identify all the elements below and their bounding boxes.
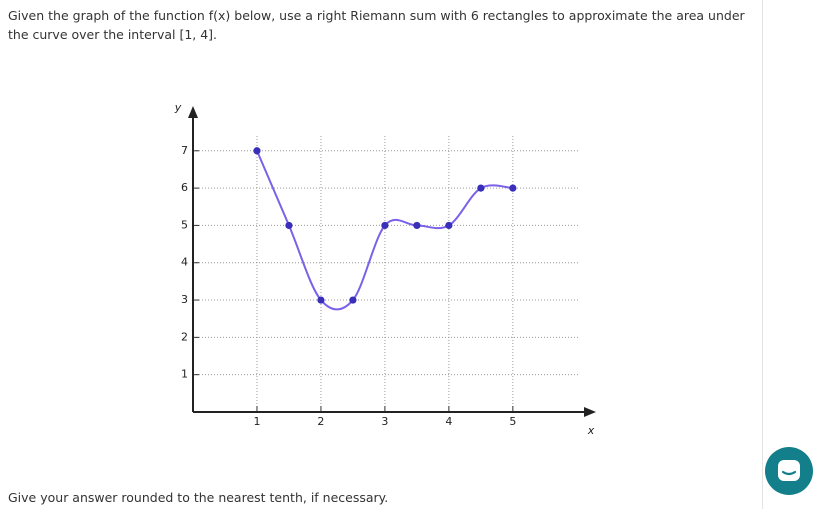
y-tick-label: 1 — [181, 368, 188, 381]
x-axis-label: x — [587, 424, 595, 437]
y-tick-label: 3 — [181, 293, 188, 306]
y-axis-label: y — [174, 101, 182, 114]
x-axis-arrow — [584, 407, 596, 417]
point — [381, 221, 389, 230]
point — [509, 184, 517, 192]
point — [285, 221, 293, 230]
y-axis-arrow — [188, 106, 198, 118]
chat-button[interactable] — [765, 447, 815, 497]
point — [349, 296, 357, 304]
curve — [256, 150, 513, 311]
chat-icon-smile — [781, 470, 797, 476]
instructions: Give your answer rounded to the nearest … — [8, 490, 389, 505]
point — [413, 221, 421, 230]
x-tick-label: 1 — [253, 415, 260, 428]
point — [477, 184, 485, 192]
point — [253, 147, 261, 155]
chart: 1 2 3 4 5 6 7 1 2 3 4 5 x y — [174, 101, 596, 437]
x-tick-label: 4 — [445, 415, 452, 428]
x-tick-label: 5 — [509, 415, 516, 428]
question-panel: Given the graph of the function f(x) bel… — [8, 0, 763, 509]
y-tick-label: 6 — [181, 181, 188, 194]
y-tick-label: 2 — [181, 330, 188, 343]
point — [445, 221, 453, 230]
y-tick-label: 7 — [181, 144, 188, 157]
y-tick-label: 5 — [181, 218, 188, 231]
x-tick-label: 3 — [381, 415, 388, 428]
point — [317, 296, 325, 304]
question-text: Given the graph of the function f(x) bel… — [8, 8, 745, 42]
y-tick-label: 4 — [181, 256, 188, 269]
chat-icon — [778, 460, 800, 481]
x-tick-label: 2 — [317, 415, 324, 428]
